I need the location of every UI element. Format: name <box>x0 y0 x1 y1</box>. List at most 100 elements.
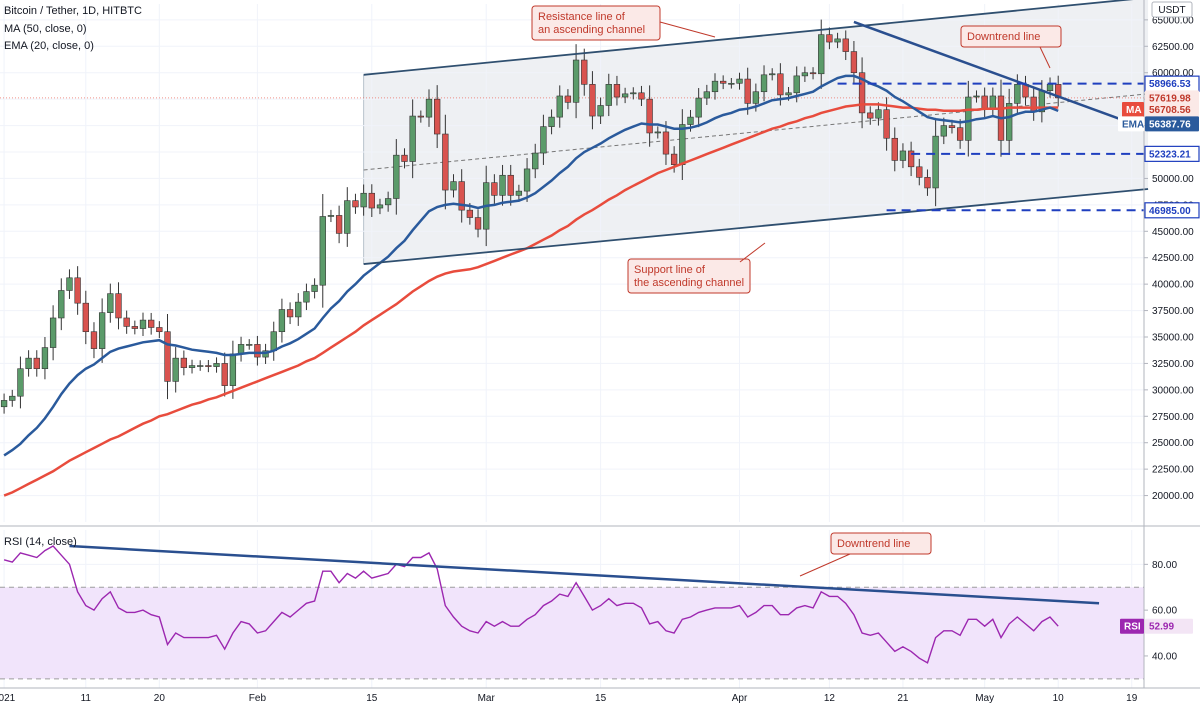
candle-up <box>711 80 719 93</box>
price-tick-label: 20000.00 <box>1152 491 1194 502</box>
candle-up <box>311 284 318 292</box>
support-callout-box <box>627 258 751 294</box>
candle-up <box>965 96 972 141</box>
candle-down <box>826 34 833 43</box>
candle-down <box>434 98 441 135</box>
time-tick-label: 15 <box>366 693 378 704</box>
candle-down <box>131 326 138 329</box>
downtrend-rsi-callout-line: Downtrend line <box>837 538 910 550</box>
candle-down <box>335 215 343 234</box>
candle-up <box>785 92 792 96</box>
currency-label: USDT <box>1158 5 1185 16</box>
candle-up <box>556 95 563 118</box>
candle-down <box>33 357 40 370</box>
candle-down <box>891 137 898 161</box>
price-downtrend-line <box>853 20 1124 122</box>
level-46985-border <box>1144 202 1200 219</box>
rsi-downtrend-line <box>69 544 1100 605</box>
candle-down <box>777 73 784 96</box>
candle-up <box>213 363 220 367</box>
ma-tag-badge-bg <box>1122 102 1144 118</box>
downtrend-price-callout-text: Downtrend line <box>967 31 1040 43</box>
candle-down <box>74 277 81 304</box>
currency-box <box>1151 1 1193 18</box>
ma50-line <box>3 103 1059 497</box>
ma-value-badge-bg <box>1145 102 1199 118</box>
candle-down <box>646 98 653 134</box>
rsi-tag-badge-text: RSI <box>1124 622 1141 633</box>
candle-up <box>793 75 800 94</box>
candle-down <box>662 131 670 155</box>
chart-legend: Bitcoin / Tether, 1D, HITBTC MA (50, clo… <box>4 5 142 548</box>
resistance-callout-box <box>531 5 661 41</box>
candle-up <box>172 357 179 382</box>
candle-down <box>613 84 621 98</box>
support-callout-text: Support line of the ascending channel <box>634 264 744 289</box>
level-52323-border <box>1144 145 1200 162</box>
resistance-callout-line: Resistance line of <box>538 11 626 23</box>
time-tick-label: 2021 <box>0 693 16 704</box>
candle-up <box>327 215 335 217</box>
candle-down <box>589 84 596 117</box>
downtrend-price-callout-box <box>960 25 1062 48</box>
level-58966-badge-bg <box>1145 76 1199 92</box>
candle-up <box>58 290 65 319</box>
downtrend-rsi-callout-text: Downtrend line <box>837 538 910 550</box>
candle-down <box>352 200 359 208</box>
candle-up <box>769 73 776 76</box>
resistance-callout-tail <box>659 21 716 38</box>
candle-up <box>188 365 196 368</box>
candle-up <box>932 135 939 189</box>
candle-up <box>197 365 204 367</box>
downtrend-price-callout-tail <box>1039 46 1051 69</box>
candle-up <box>1046 84 1054 91</box>
candle-down <box>417 115 424 118</box>
candle-up <box>319 216 326 286</box>
candle-up <box>572 59 580 103</box>
candle-down <box>981 95 988 109</box>
candle-up <box>376 204 384 209</box>
candle-down <box>474 217 482 230</box>
close-price-badge-bg <box>1145 90 1199 106</box>
candle-down <box>744 78 751 104</box>
candle-up <box>940 125 947 137</box>
downtrend-rsi-callout-box <box>830 532 932 555</box>
level-46985-badge-bg <box>1145 202 1199 218</box>
candle-up <box>139 319 147 329</box>
time-tick-label: Apr <box>732 693 748 704</box>
candle-down <box>948 125 956 128</box>
candle-up <box>450 181 457 191</box>
candle-up <box>17 368 24 397</box>
candle-down <box>90 331 98 349</box>
ema-value-badge-bg <box>1145 116 1199 132</box>
ema-tag-badge-text: EMA <box>1122 119 1144 130</box>
chart-title: Bitcoin / Tether, 1D, HITBTC <box>4 5 142 17</box>
candle-up <box>278 309 286 333</box>
candle-down <box>858 72 866 114</box>
candle-down <box>491 182 498 196</box>
ema-tag-badge-bg <box>1118 116 1144 132</box>
channel-midline <box>363 93 1149 171</box>
time-tick-label: Mar <box>478 693 496 704</box>
candle-down <box>368 192 375 209</box>
candle-up <box>679 124 686 165</box>
candle-up <box>515 190 523 196</box>
rsi-legend: RSI (14, close) <box>4 536 77 548</box>
candle-up <box>66 277 73 291</box>
candle-up <box>532 152 539 170</box>
candle-up <box>303 291 310 303</box>
level-46985-badge-text: 46985.00 <box>1149 206 1191 217</box>
candle-up <box>736 78 743 84</box>
candle-down <box>148 319 155 328</box>
candle-down <box>581 59 588 85</box>
candle-up <box>523 168 531 192</box>
rsi-layer <box>0 544 1144 680</box>
candle-down <box>82 302 89 333</box>
resistance-line <box>363 0 1134 76</box>
candle-up <box>703 91 710 99</box>
candle-up <box>270 331 277 352</box>
candle-down <box>956 127 964 141</box>
candle-down <box>720 80 727 84</box>
candle-up <box>107 293 114 313</box>
